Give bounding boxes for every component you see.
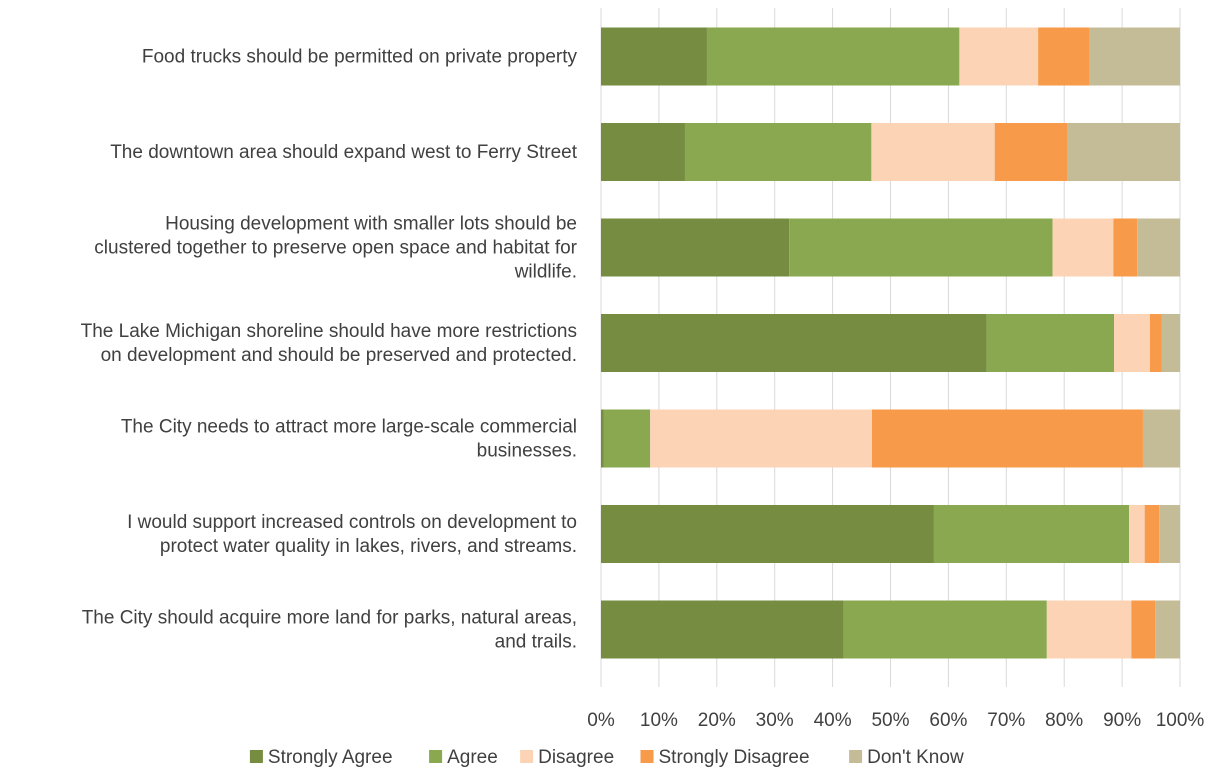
category-label: Housing development with smaller lots sh… [94,214,577,283]
x-tick-label: 30% [756,710,794,731]
bar-segment-don-t-know [1159,505,1180,563]
bar-segment-don-t-know [1089,27,1180,86]
legend-label: Strongly Disagree [659,747,810,768]
legend-label: Strongly Agree [268,747,393,768]
category-label-line: protect water quality in lakes, rivers, … [160,536,577,557]
bar-segment-strongly-disagree [871,409,1143,468]
bar-segment-strongly-agree [601,505,934,563]
category-label-line: and trails. [495,632,577,653]
legend-swatch [429,750,443,763]
bar-segment-disagree [1052,218,1114,277]
bar-segment-disagree [959,27,1039,86]
category-label-line: The City needs to attract more large-sca… [121,417,577,438]
category-label-line: Housing development with smaller lots sh… [165,214,577,235]
bar-segment-don-t-know [1161,314,1180,372]
x-tick-label: 70% [987,710,1025,731]
legend-label: Don't Know [867,747,964,768]
bar-segment-strongly-disagree [1038,27,1090,86]
bar-segment-agree [603,409,651,468]
bar-segment-disagree [650,409,872,468]
category-label: The City should acquire more land for pa… [82,608,577,653]
category-label-line: The downtown area should expand west to … [110,142,578,163]
legend-swatch [520,750,534,763]
x-axis-tick-labels: 0% 10% 20% 30% 40% 50% 60% 70% 80% 90% 100% [587,710,1204,731]
bar-segment-don-t-know [1142,409,1180,468]
category-labels: Food trucks should be permitted on priva… [81,47,578,653]
x-tick-label: 20% [698,710,736,731]
bar-segment-strongly-agree [601,409,604,468]
x-tick-label: 10% [640,710,678,731]
bar-segment-strongly-disagree [1113,218,1138,277]
category-label-line: wildlife. [514,262,577,283]
legend-label: Agree [447,747,498,768]
bar-segment-don-t-know [1137,218,1180,277]
bar-segment-strongly-disagree [1144,505,1160,563]
bar-segment-agree [986,314,1114,372]
x-tick-label: 80% [1045,710,1083,731]
bars [601,27,1180,659]
category-label: I would support increased controls on de… [127,512,577,557]
x-tick-label: 100% [1156,710,1205,731]
x-tick-label: 0% [587,710,615,731]
category-label-line: on development and should be preserved a… [101,345,577,366]
bar-segment-disagree [1113,314,1150,372]
bar-segment-agree [789,218,1053,277]
bar-segment-strongly-disagree [1131,600,1156,659]
bar-segment-strongly-agree [601,314,987,372]
category-label: The downtown area should expand west to … [110,142,578,163]
category-label-line: Food trucks should be permitted on priva… [142,47,578,68]
legend: Strongly Agree Agree Disagree Strongly Disa… [249,747,964,768]
category-label: The Lake Michigan shoreline should have … [81,321,577,366]
category-label: Food trucks should be permitted on priva… [142,47,578,68]
x-tick-label: 40% [814,710,852,731]
bar-segment-disagree [1046,600,1132,659]
category-label: The City needs to attract more large-sca… [121,417,577,462]
category-label-line: businesses. [477,441,577,462]
category-label-line: clustered together to preserve open spac… [94,238,577,259]
legend-swatch [640,750,654,763]
bar-segment-agree [706,27,960,86]
x-tick-label: 50% [871,710,909,731]
x-tick-label: 60% [929,710,967,731]
bar-segment-strongly-agree [601,27,707,86]
x-tick-label: 90% [1103,710,1141,731]
category-label-line: I would support increased controls on de… [127,512,577,533]
bar-segment-don-t-know [1067,123,1180,181]
bar-segment-disagree [871,123,995,181]
bar-segment-strongly-agree [601,218,790,277]
bar-segment-disagree [1129,505,1145,563]
bar-segment-strongly-agree [601,123,685,181]
bar-segment-strongly-agree [601,600,844,659]
category-label-line: The Lake Michigan shoreline should have … [81,321,577,342]
bar-segment-don-t-know [1155,600,1180,659]
bar-segment-agree [933,505,1130,563]
legend-swatch [849,750,863,763]
bar-segment-agree [843,600,1047,659]
bar-segment-strongly-disagree [994,123,1068,181]
category-label-line: The City should acquire more land for pa… [82,608,577,629]
legend-label: Disagree [538,747,614,768]
bar-segment-strongly-disagree [1149,314,1162,372]
bar-segment-agree [684,123,872,181]
legend-swatch [249,750,263,763]
